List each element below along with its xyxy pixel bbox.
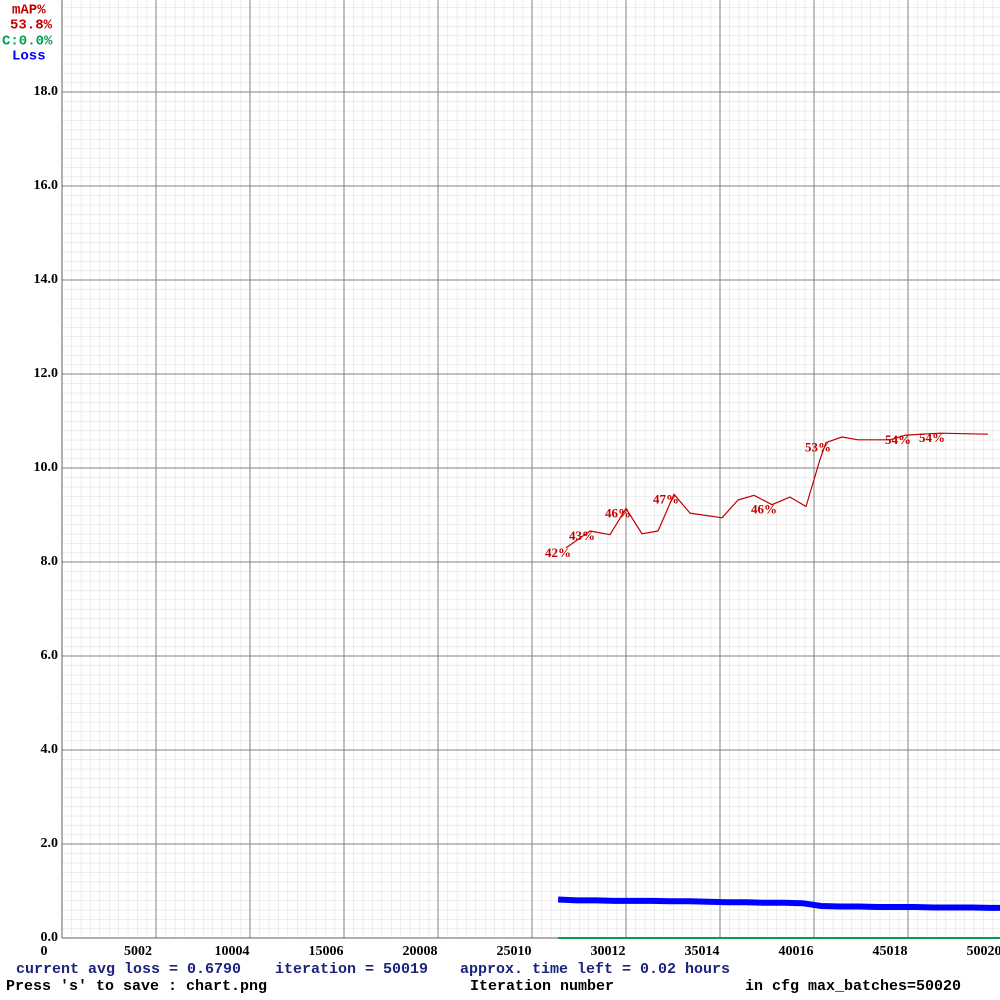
y-tick-label: 6.0 (41, 648, 59, 663)
x-tick-label: 45018 (873, 944, 908, 959)
x-tick-label: 0 (41, 944, 48, 959)
save-hint: Press 's' to save : chart.png (6, 978, 267, 995)
minor-grid (62, 0, 1000, 938)
y-tick-label: 16.0 (34, 178, 59, 193)
y-tick-label: 10.0 (34, 460, 59, 475)
x-axis-label: Iteration number (470, 978, 614, 995)
legend-loss: Loss (12, 49, 46, 65)
series-line (565, 432, 989, 549)
y-tick-label: 18.0 (34, 84, 59, 99)
legend-map-value: 53.8% (10, 18, 53, 34)
y-tick-label: 8.0 (41, 554, 59, 569)
x-tick-label: 35014 (685, 944, 720, 959)
value-label: 47% (653, 491, 679, 506)
max-batches: in cfg max_batches=50020 (745, 978, 961, 995)
y-tick-label: 4.0 (41, 742, 59, 757)
y-tick-label: 0.0 (41, 930, 59, 945)
x-tick-label: 40016 (779, 944, 814, 959)
x-tick-label: 5002 (124, 944, 152, 959)
x-tick-label: 30012 (591, 944, 626, 959)
avg-loss: current avg loss = 0.6790 (16, 961, 241, 978)
y-tick-label: 12.0 (34, 366, 59, 381)
y-tick-label: 2.0 (41, 836, 59, 851)
legend-map: mAP% (12, 3, 46, 19)
x-tick-label: 25010 (497, 944, 532, 959)
value-label: 42% (545, 545, 571, 560)
value-label: 46% (605, 505, 631, 520)
x-tick-label: 10004 (215, 944, 250, 959)
iteration: iteration = 50019 (275, 961, 428, 978)
series-line (557, 896, 1000, 911)
value-label: 53% (805, 440, 831, 455)
x-tick-label: 15006 (309, 944, 344, 959)
value-label: 46% (751, 502, 777, 517)
value-label: 54% (885, 432, 911, 447)
x-tick-label: 50020 (967, 944, 1000, 959)
x-tick-label: 20008 (403, 944, 438, 959)
legend-c: C:0.0% (2, 34, 53, 50)
value-label: 54% (919, 430, 945, 445)
time-left: approx. time left = 0.02 hours (460, 961, 730, 978)
y-tick-label: 14.0 (34, 272, 59, 287)
marks: 42% 43% 46% 47% 46% 53% 54% 54% (545, 430, 1000, 939)
value-label: 43% (569, 528, 595, 543)
